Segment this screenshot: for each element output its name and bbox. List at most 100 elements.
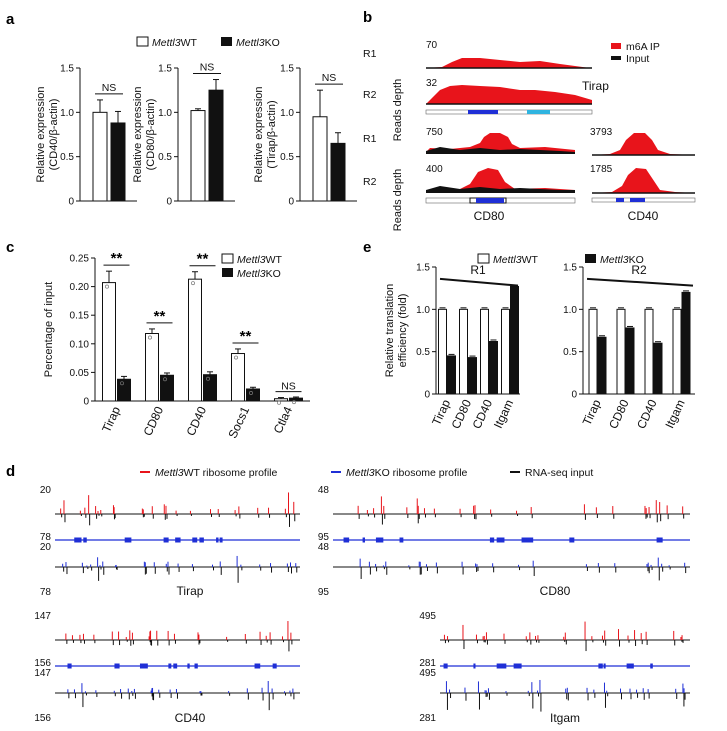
a2-ytick-label-3: 1.5 xyxy=(158,64,172,75)
d-CD40-exon-9 xyxy=(194,663,198,669)
d-CD80-scale-mid2: 48 xyxy=(318,542,330,553)
c-bar-CD80-wt xyxy=(145,333,159,402)
legend-a-wt-label: Mettl3WT xyxy=(152,37,198,49)
panel-label-d: d xyxy=(6,463,15,480)
e2-bar-Itgam-ko xyxy=(681,291,691,395)
b-tirap-name: Tirap xyxy=(582,79,609,93)
e1-ylabel-1: efficiency (fold) xyxy=(397,294,409,368)
d-Tirap-exon-1 xyxy=(83,537,87,543)
d-Itgam-exon-9 xyxy=(496,663,503,669)
e1-bar-Itgam-wt xyxy=(501,308,510,395)
d-Tirap-name: Tirap xyxy=(177,584,204,598)
d-CD80-exon-8 xyxy=(656,537,663,543)
c-bar-Ctla4-ko xyxy=(289,397,303,402)
c-ylabel-0: Percentage of input xyxy=(43,282,55,377)
c-xtick-Socs1: Socs1 xyxy=(225,404,252,440)
a3-ytick-label-3: 1.5 xyxy=(280,64,294,75)
e1-replicate-line xyxy=(439,277,519,287)
c-dot-Ctla4-0 xyxy=(277,400,281,405)
e2-xtick-Tirap: Tirap xyxy=(580,397,604,428)
d-CD80-exon-1 xyxy=(399,537,404,543)
e1-ytick-label-3: 1.5 xyxy=(416,263,430,274)
c-xtick-CD80: CD80 xyxy=(141,404,167,438)
d-CD80-scale-top: 48 xyxy=(318,485,330,496)
d-CD40-scale-mid2: 147 xyxy=(34,668,51,679)
e2-bar-CD40-wt xyxy=(644,308,654,395)
b-tirap-r2-ip-track xyxy=(426,85,592,104)
e2-xtick-CD80: CD80 xyxy=(606,397,632,431)
b-legend-ip-label: m6A IP xyxy=(626,41,660,53)
legend-a-ko-swatch xyxy=(221,37,232,46)
d-Tirap-scale-top: 20 xyxy=(40,485,52,496)
b-cd40-r2-max: 1785 xyxy=(590,164,613,175)
e2-replicate-line xyxy=(586,277,694,287)
d-Itgam-exon-2 xyxy=(650,663,653,669)
d-CD40-exon-0 xyxy=(272,663,277,669)
d-CD80-exon-7 xyxy=(569,537,575,543)
b-r2-cd80: R2 xyxy=(363,176,377,188)
b-ylabel-top: Reads depth xyxy=(392,79,404,141)
a3-sig-label: NS xyxy=(322,72,337,84)
d-Itgam-exon-3 xyxy=(473,663,476,669)
d-Itgam-name: Itgam xyxy=(550,711,580,725)
e1-bar-Tirap-ko xyxy=(447,355,456,395)
c-dot-Tirap-1 xyxy=(120,381,124,386)
a3-ytick-label-1: 0.5 xyxy=(280,152,294,163)
c-bar-Tirap-ko xyxy=(117,378,131,402)
e2-bar-CD80-wt xyxy=(616,308,626,395)
c-dot-Socs1-1 xyxy=(249,391,253,395)
e1-xtick-CD40: CD40 xyxy=(470,397,496,431)
e2-bar-CD80-ko xyxy=(625,327,635,395)
b-tirap-r2-max: 32 xyxy=(426,78,438,89)
e2-bar-Tirap-ko xyxy=(597,336,607,395)
d-Itgam-scale-bottom: 281 xyxy=(419,713,436,724)
d-CD40-exon-2 xyxy=(67,663,72,669)
a2-ytick-label-1: 0.5 xyxy=(158,152,172,163)
b-r1-tirap: R1 xyxy=(363,48,377,60)
c-dot-CD40-0 xyxy=(191,281,195,286)
d-Itgam-scale-mid1: 281 xyxy=(419,658,436,669)
d-Tirap-scale-mid1: 78 xyxy=(40,532,52,543)
e2-ytick-label-0: 0 xyxy=(571,390,577,401)
d-CD80-exon-3 xyxy=(489,537,495,543)
legend-d: Mettl3WT ribosome profile Mettl3KO ribos… xyxy=(140,467,593,479)
b-tirap-r1-max: 70 xyxy=(426,40,438,51)
d-CD40-name: CD40 xyxy=(175,711,206,725)
legend-c-ko-label: Mettl3KO xyxy=(237,268,281,280)
c-xtick-Tirap: Tirap xyxy=(99,404,123,435)
a1-bar-WT xyxy=(92,111,108,202)
chart-a1-cd40: 0 0.5 1.0 1.5 Relative expression (CD40/β-act… xyxy=(35,64,137,208)
c-xtick-CD40: CD40 xyxy=(184,404,210,438)
panel-label-a: a xyxy=(6,11,15,28)
legend-e-wt-label: Mettl3WT xyxy=(493,254,539,266)
e1-replicate-label: R1 xyxy=(470,263,486,277)
d-CD80-exon-9 xyxy=(496,537,505,543)
a2-bar-KO xyxy=(208,89,224,202)
d-CD40-exon-8 xyxy=(114,663,120,669)
d-Itgam-exon-4 xyxy=(626,663,634,669)
b-cd80-r2-ip-track xyxy=(426,168,575,193)
c-ytick-label-5: 0.25 xyxy=(70,254,90,265)
d-CD80-scale-bottom: 95 xyxy=(318,587,330,598)
legend-c: Mettl3WT Mettl3KO xyxy=(221,253,283,280)
c-sig-label-Ctla4: NS xyxy=(281,381,296,393)
legend-c-wt-swatch xyxy=(221,253,234,264)
a1-ytick-label-2: 1.0 xyxy=(60,108,74,119)
b-tirap-exon-2 xyxy=(527,110,550,114)
b-cd80-r1-max: 750 xyxy=(426,127,443,138)
a2-ytick-label-2: 1.0 xyxy=(158,108,172,119)
b-r1-cd80: R1 xyxy=(363,133,377,145)
chart-a2-cd80: 0 0.5 1.0 1.5 Relative expression (CD80/β-act… xyxy=(132,62,235,208)
legend-a-ko-label: Mettl3KO xyxy=(236,37,280,49)
b-cd80-name: CD80 xyxy=(474,209,505,223)
a1-sig-label: NS xyxy=(102,82,117,94)
b-cd80-r1-input-track xyxy=(426,147,575,154)
c-ytick-label-3: 0.15 xyxy=(70,311,90,322)
legend-d-wt-label: Mettl3WT ribosome profile xyxy=(155,467,278,479)
c-sig-label-Tirap: ** xyxy=(111,250,123,267)
e2-ytick-label-1: 0.5 xyxy=(563,347,577,358)
c-ytick-label-1: 0.05 xyxy=(70,368,90,379)
b-tirap-r1-ip-track xyxy=(426,58,590,68)
c-dot-Tirap-0 xyxy=(105,284,109,289)
